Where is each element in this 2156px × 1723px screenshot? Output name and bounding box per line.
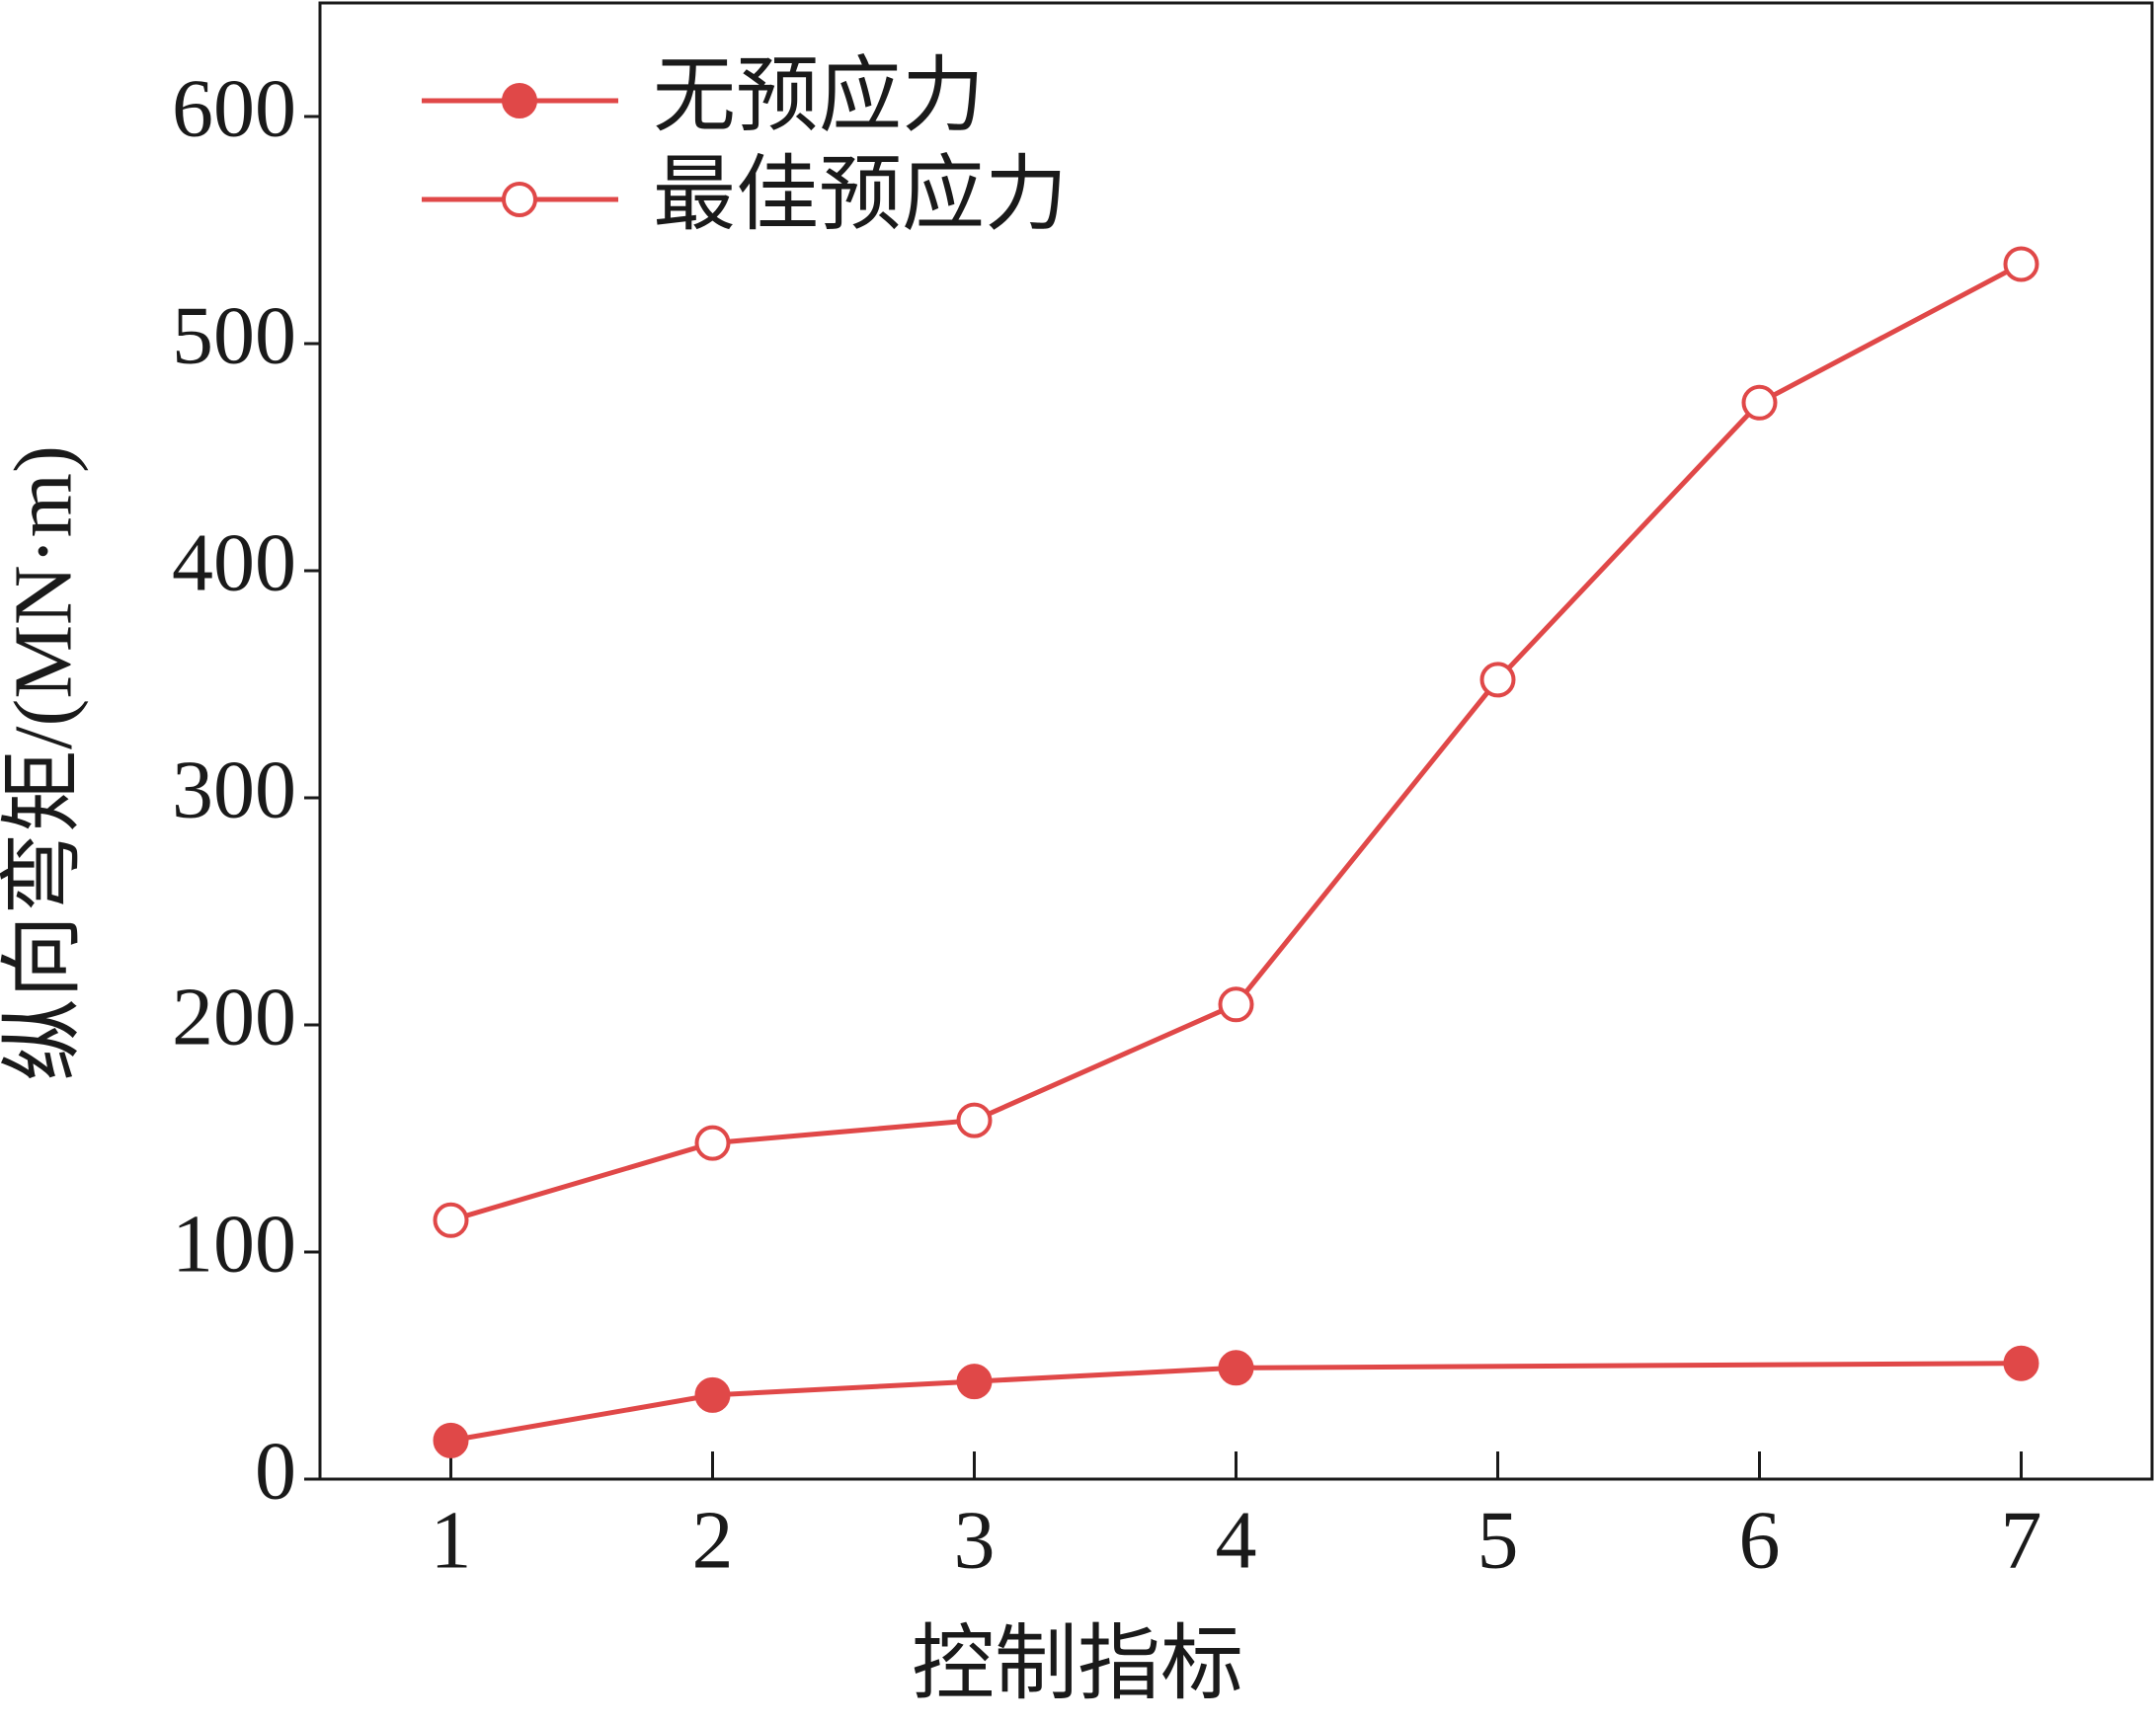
data-point bbox=[2003, 1345, 2039, 1381]
data-point bbox=[433, 1202, 469, 1238]
x-tick-label: 5 bbox=[1477, 1494, 1519, 1586]
y-tick-label: 400 bbox=[172, 516, 296, 608]
data-point bbox=[1741, 384, 1778, 421]
x-tick-label: 1 bbox=[431, 1494, 472, 1586]
y-tick-label: 500 bbox=[172, 289, 296, 381]
data-point bbox=[694, 1376, 731, 1413]
x-axis-label: 控制指标 bbox=[912, 1618, 1243, 1710]
legend-label: 无预应力 bbox=[653, 50, 985, 142]
legend-label: 最佳预应力 bbox=[653, 149, 1068, 241]
x-tick-label: 6 bbox=[1739, 1494, 1781, 1586]
x-tick-label: 4 bbox=[1216, 1494, 1257, 1586]
data-point bbox=[694, 1125, 731, 1161]
legend-marker bbox=[502, 182, 537, 217]
legend-marker bbox=[502, 83, 537, 118]
data-point bbox=[1218, 986, 1254, 1023]
data-point bbox=[2003, 246, 2039, 282]
y-tick-label: 300 bbox=[172, 744, 296, 835]
data-point bbox=[1479, 662, 1516, 698]
x-tick-label: 7 bbox=[2001, 1494, 2042, 1586]
data-point bbox=[956, 1102, 993, 1138]
y-tick-label: 600 bbox=[172, 62, 296, 154]
y-tick-label: 0 bbox=[255, 1425, 296, 1517]
data-point bbox=[433, 1422, 469, 1458]
y-tick-label: 100 bbox=[172, 1198, 296, 1290]
plot-frame bbox=[318, 1, 2154, 1481]
series-line bbox=[449, 262, 2023, 1223]
data-point bbox=[1218, 1350, 1254, 1386]
x-tick-label: 2 bbox=[692, 1494, 734, 1586]
y-axis-label: 纵向弯矩/(MN·m) bbox=[0, 445, 89, 1081]
y-tick-label: 200 bbox=[172, 971, 296, 1062]
data-point bbox=[956, 1364, 993, 1400]
x-tick-label: 3 bbox=[954, 1494, 996, 1586]
